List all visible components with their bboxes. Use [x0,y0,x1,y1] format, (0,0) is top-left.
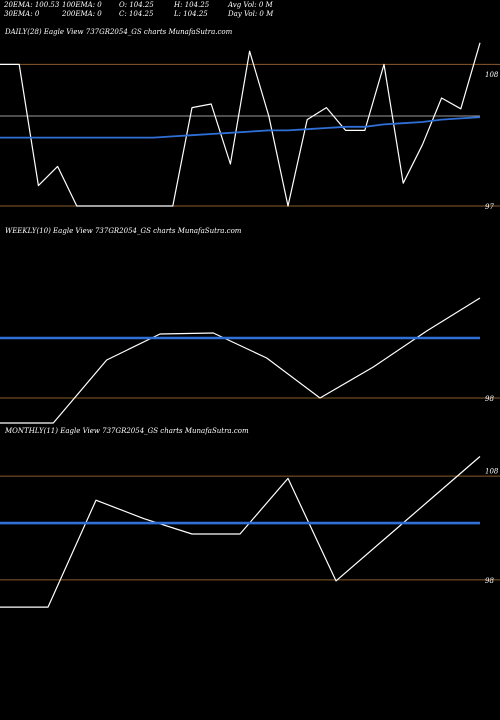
monthly-price-line [0,456,481,608]
daily-price-line [0,42,481,207]
daily-ema-line [0,116,481,139]
day-vol-label: Day Vol: 0 M [228,10,274,18]
weekly-price-line [0,297,481,424]
ema30-label: 30EMA: 0 [4,10,40,18]
monthly-tick-label-0: 108 [485,468,499,476]
low-label: L: 104.25 [174,10,208,18]
close-label: C: 104.25 [119,10,154,18]
monthly-tick-label-1: 98 [485,577,494,585]
weekly-tick-label-0: 98 [485,395,494,403]
weekly-chart: 98 [0,297,500,424]
weekly-panel-title: WEEKLY(10) Eagle View 737GR2054_GS chart… [5,227,242,235]
ema200-label: 200EMA: 0 [62,10,102,18]
daily-chart: 108 97 [0,42,500,211]
monthly-chart: 108 98 [0,456,500,608]
daily-panel-title: DAILY(28) Eagle View 737GR2054_GS charts… [5,28,233,36]
daily-tick-label-0: 108 [485,71,499,79]
daily-tick-label-1: 97 [485,203,494,211]
avg-vol-label: Avg Vol: 0 M [228,1,273,9]
open-label: O: 104.25 [119,1,154,9]
ema20-label: 20EMA: 100.53 [4,1,60,9]
ema100-label: 100EMA: 0 [62,1,102,9]
monthly-panel-title: MONTHLY(11) Eagle View 737GR2054_GS char… [5,427,249,435]
high-label: H: 104.25 [174,1,210,9]
